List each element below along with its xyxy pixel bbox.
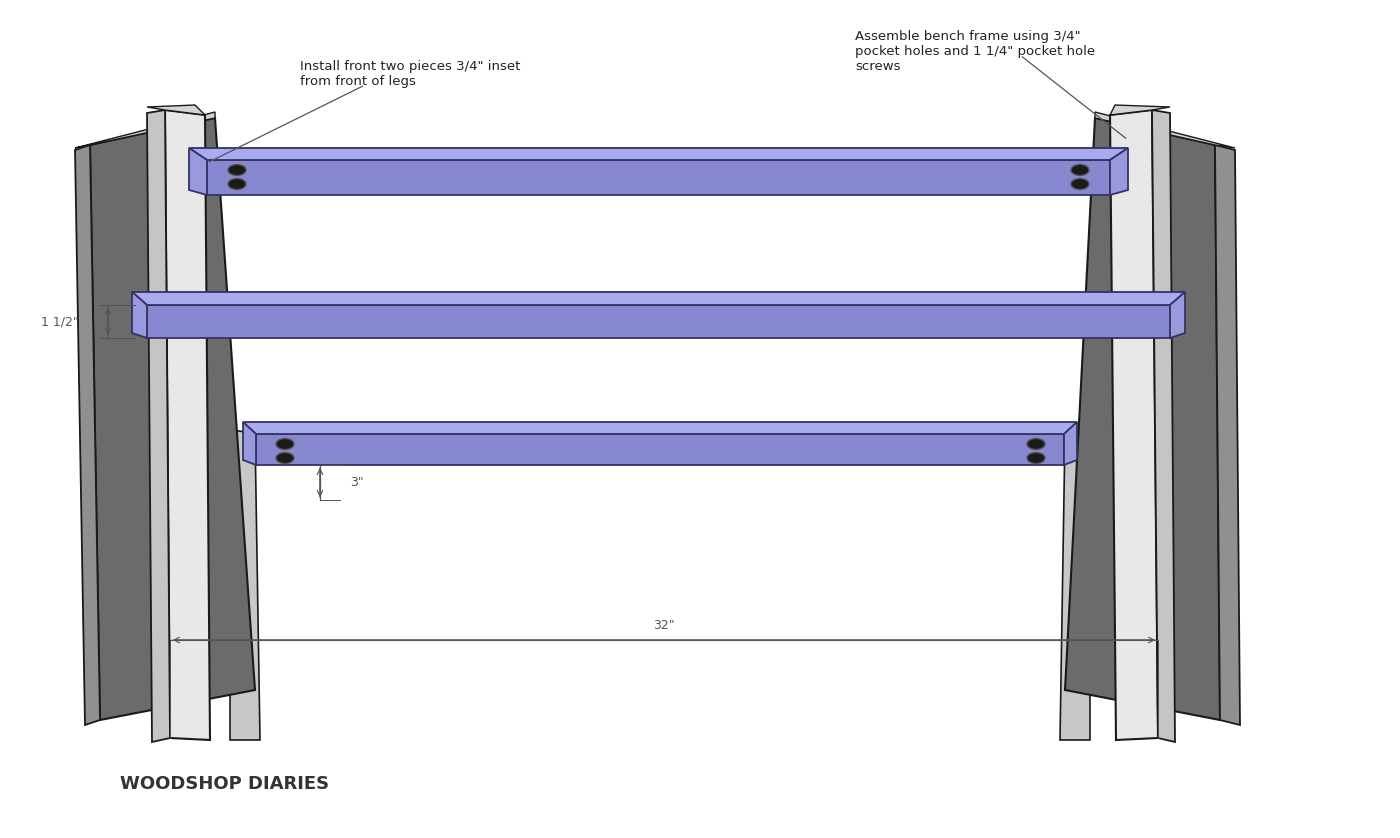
Ellipse shape xyxy=(228,164,246,175)
Polygon shape xyxy=(244,422,256,465)
Text: 3": 3" xyxy=(350,476,364,489)
Ellipse shape xyxy=(276,438,294,449)
Polygon shape xyxy=(1095,112,1235,148)
Polygon shape xyxy=(244,422,1077,434)
Ellipse shape xyxy=(1071,178,1089,189)
Polygon shape xyxy=(1152,110,1175,742)
Polygon shape xyxy=(132,292,1184,305)
Ellipse shape xyxy=(1028,453,1044,463)
Polygon shape xyxy=(76,112,216,148)
Polygon shape xyxy=(147,105,204,115)
Ellipse shape xyxy=(1071,164,1089,175)
Text: 32": 32" xyxy=(654,619,675,632)
Polygon shape xyxy=(132,292,147,338)
Ellipse shape xyxy=(1028,438,1044,449)
Polygon shape xyxy=(1065,118,1219,720)
Text: Install front two pieces 3/4" inset
from front of legs: Install front two pieces 3/4" inset from… xyxy=(300,60,521,88)
Polygon shape xyxy=(147,110,169,742)
Polygon shape xyxy=(1170,292,1184,338)
Polygon shape xyxy=(1064,422,1077,465)
Polygon shape xyxy=(189,148,1128,160)
Polygon shape xyxy=(76,145,99,725)
Polygon shape xyxy=(1060,430,1091,740)
Ellipse shape xyxy=(228,178,246,189)
Polygon shape xyxy=(230,430,260,740)
Polygon shape xyxy=(256,434,1064,465)
Text: 1 1/2": 1 1/2" xyxy=(41,315,78,328)
Polygon shape xyxy=(1110,148,1128,195)
Polygon shape xyxy=(165,110,210,740)
Polygon shape xyxy=(207,160,1110,195)
Text: Assemble bench frame using 3/4"
pocket holes and 1 1/4" pocket hole
screws: Assemble bench frame using 3/4" pocket h… xyxy=(855,30,1095,73)
Text: WOODSHOP DIARIES: WOODSHOP DIARIES xyxy=(120,775,329,793)
Polygon shape xyxy=(189,148,207,195)
Ellipse shape xyxy=(276,453,294,463)
Polygon shape xyxy=(147,305,1170,338)
Polygon shape xyxy=(90,118,255,720)
Polygon shape xyxy=(1110,110,1158,740)
Polygon shape xyxy=(1110,105,1170,115)
Polygon shape xyxy=(1215,145,1240,725)
